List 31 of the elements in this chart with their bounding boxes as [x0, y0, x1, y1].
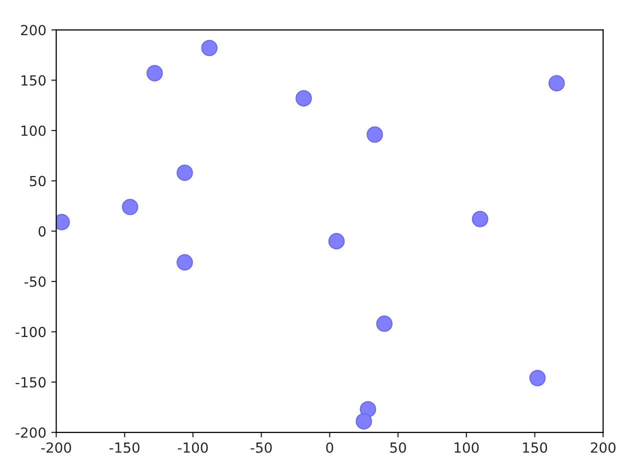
point	[146, 65, 163, 82]
y-tick-label: -50	[24, 276, 46, 287]
point	[201, 40, 218, 56]
x-tick-label: 0	[326, 442, 334, 453]
x-tick-label: 150	[523, 442, 548, 453]
x-tick-label: 100	[454, 442, 479, 453]
point	[176, 164, 193, 181]
y-tick-label: 50	[30, 176, 46, 186]
y-tick-label: 0	[38, 226, 46, 237]
y-tick-label: 150	[22, 75, 46, 86]
point	[376, 316, 393, 332]
x-tick-label: 50	[390, 442, 406, 453]
point	[176, 254, 193, 271]
x-tick-label: -150	[110, 442, 140, 453]
point	[472, 210, 488, 228]
y-tick-label: -200	[16, 427, 46, 438]
x-tick-label: -50	[250, 442, 272, 453]
point	[529, 370, 546, 386]
point	[296, 90, 312, 106]
y-tick-label: -100	[16, 326, 46, 338]
y-tick-label: -150	[16, 377, 46, 388]
point	[328, 233, 345, 250]
y-tick-label: 200	[21, 24, 46, 36]
point	[356, 413, 372, 430]
x-tick-label: 200	[590, 442, 616, 453]
point	[366, 126, 383, 143]
point	[122, 198, 138, 216]
x-tick-label: -100	[178, 442, 208, 453]
y-tick-label: 100	[22, 125, 46, 136]
x-tick-label: -200	[41, 442, 72, 453]
point	[548, 75, 565, 92]
